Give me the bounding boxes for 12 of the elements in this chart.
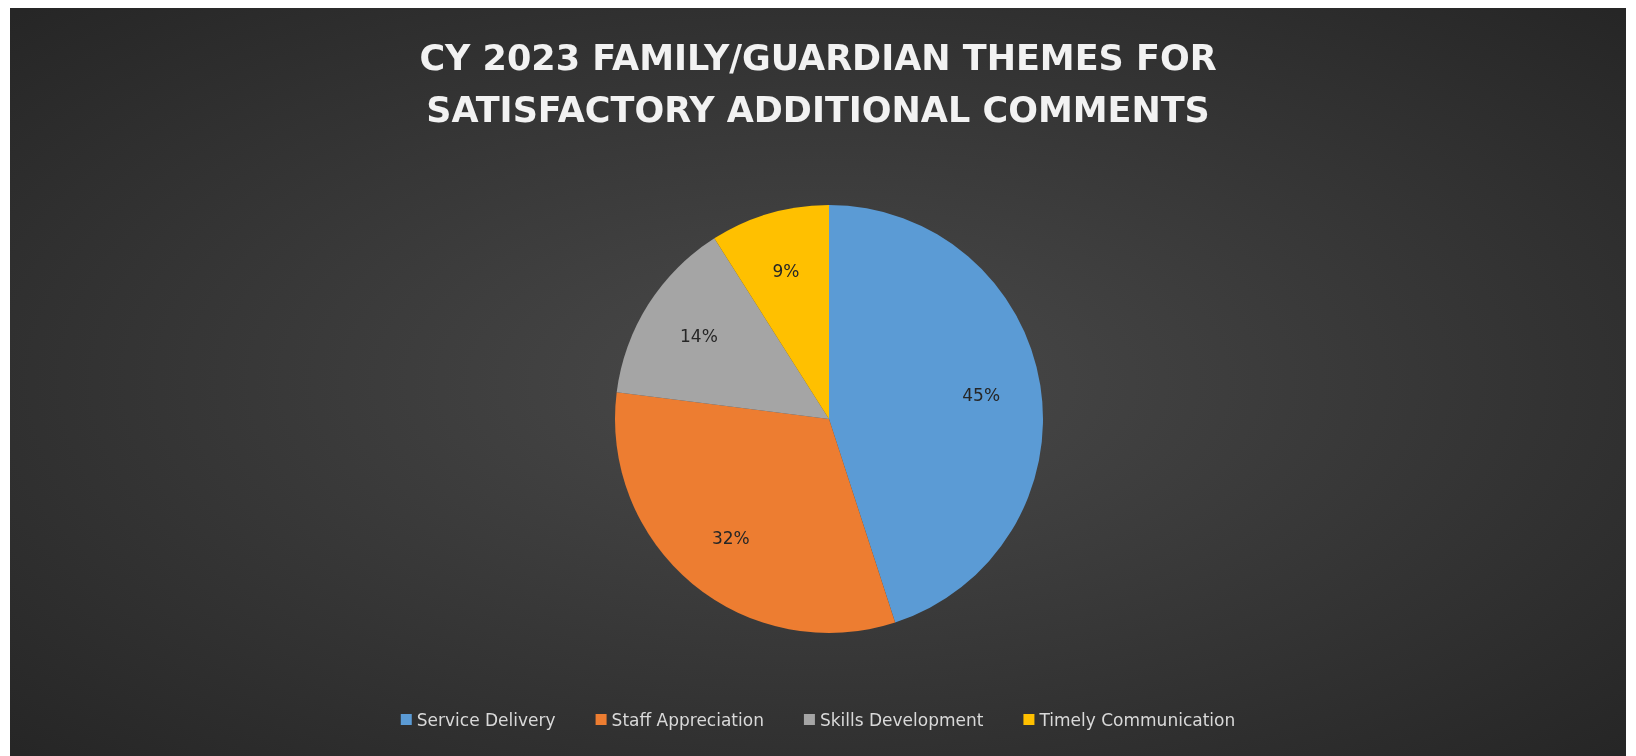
legend-label: Staff Appreciation xyxy=(611,709,764,730)
data-label: 9% xyxy=(772,260,800,281)
legend-label: Service Delivery xyxy=(416,709,556,730)
data-label: 14% xyxy=(680,326,718,347)
legend-label: Skills Development xyxy=(819,709,984,730)
data-label: 32% xyxy=(711,527,750,548)
pie-slice xyxy=(615,392,896,633)
data-label: 45% xyxy=(962,384,1001,405)
legend-label: Timely Communication xyxy=(1038,709,1236,730)
pie-slice xyxy=(829,205,1043,623)
pie-slice xyxy=(616,238,829,419)
chart-title: CY 2023 FAMILY/GUARDIAN THEMES FOR SATISFACTORY ADDITIONAL COMMENTS xyxy=(419,38,1217,130)
